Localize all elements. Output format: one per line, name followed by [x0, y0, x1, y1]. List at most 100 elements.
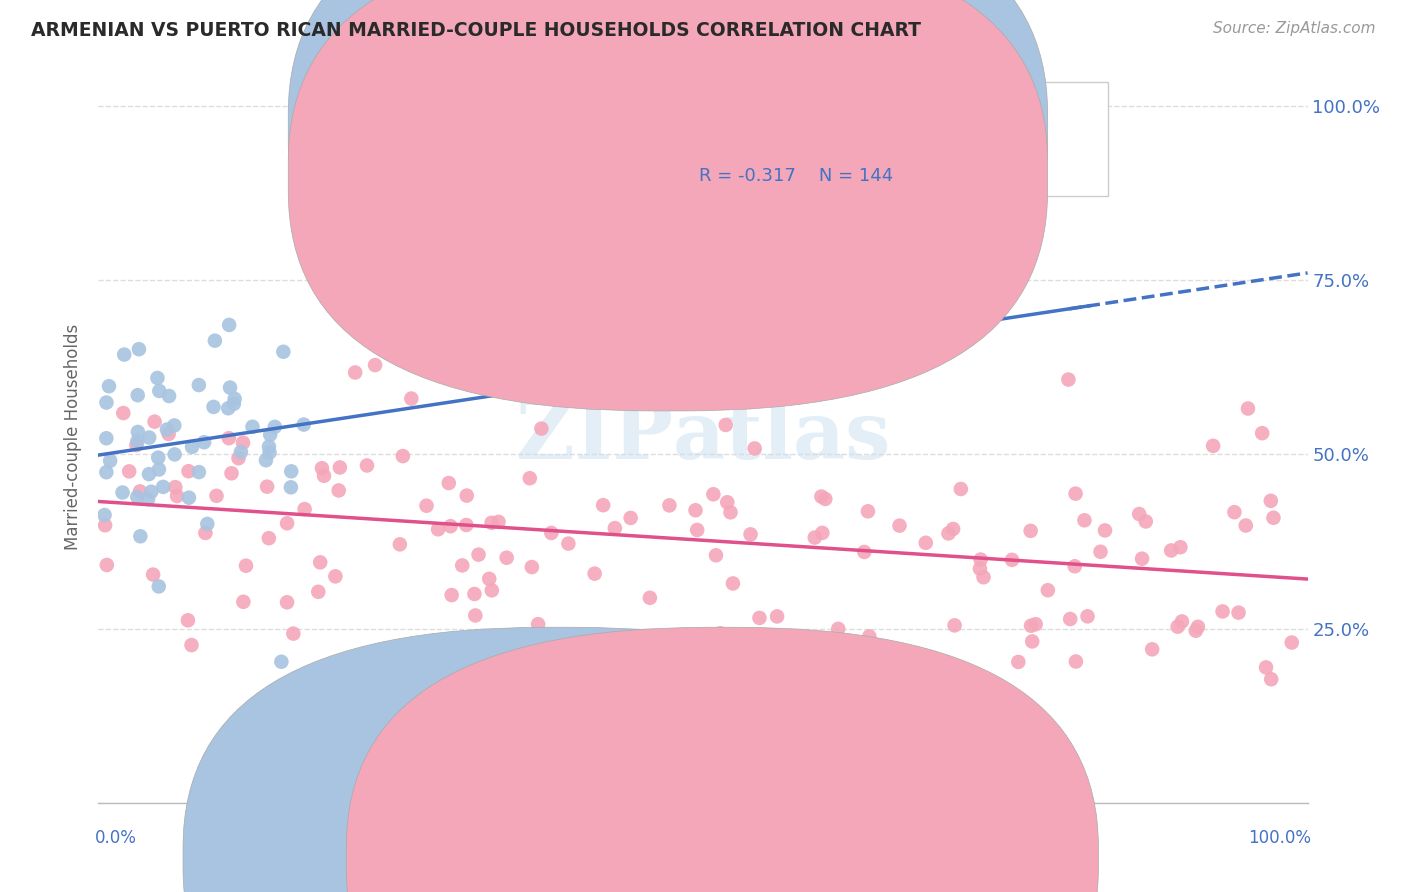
Point — [1090, 545, 1112, 559]
Point — [1007, 655, 1029, 669]
Point — [232, 435, 254, 450]
Point — [827, 622, 849, 636]
Point — [889, 518, 911, 533]
Point — [148, 579, 170, 593]
Point — [166, 489, 188, 503]
Point — [112, 406, 135, 420]
Point — [471, 376, 494, 391]
Text: R =  0.070    N =   55: R = 0.070 N = 55 — [699, 120, 893, 137]
FancyBboxPatch shape — [630, 82, 1108, 195]
Point — [721, 576, 744, 591]
Point — [1135, 515, 1157, 529]
Text: Source: ZipAtlas.com: Source: ZipAtlas.com — [1212, 21, 1375, 37]
Point — [810, 490, 832, 504]
Point — [112, 348, 135, 362]
Point — [1237, 401, 1260, 416]
Point — [969, 552, 991, 566]
Point — [583, 566, 606, 581]
Point — [364, 358, 387, 372]
Point — [217, 401, 239, 416]
Point — [1140, 642, 1163, 657]
Point — [1187, 620, 1209, 634]
Point — [325, 569, 347, 583]
Point — [273, 344, 295, 359]
Point — [96, 465, 118, 479]
Point — [128, 342, 150, 356]
Point — [1251, 426, 1274, 441]
Point — [292, 417, 315, 432]
Text: Puerto Ricans: Puerto Ricans — [748, 848, 862, 866]
Point — [356, 458, 378, 473]
Point — [98, 454, 121, 468]
Point — [1170, 540, 1192, 554]
Point — [605, 266, 627, 280]
Point — [129, 484, 152, 499]
Point — [1025, 617, 1047, 632]
Point — [148, 450, 170, 465]
Point — [530, 421, 553, 435]
Point — [1001, 553, 1024, 567]
Point — [127, 388, 149, 402]
Point — [456, 518, 478, 533]
Text: ARMENIAN VS PUERTO RICAN MARRIED-COUPLE HOUSEHOLDS CORRELATION CHART: ARMENIAN VS PUERTO RICAN MARRIED-COUPLE … — [31, 21, 921, 40]
Point — [177, 464, 200, 478]
Point — [138, 431, 160, 445]
Point — [482, 382, 505, 396]
Point — [177, 613, 200, 627]
Point — [127, 434, 149, 449]
FancyBboxPatch shape — [183, 627, 935, 892]
Point — [853, 545, 876, 559]
Point — [219, 381, 242, 395]
Text: R = -0.317    N = 144: R = -0.317 N = 144 — [699, 167, 894, 186]
Point — [146, 371, 169, 385]
Point — [814, 491, 837, 506]
Point — [519, 471, 541, 485]
Point — [165, 480, 187, 494]
Point — [157, 427, 180, 442]
Point — [221, 467, 243, 481]
Point — [942, 522, 965, 536]
Point — [437, 476, 460, 491]
Point — [620, 511, 643, 525]
Point — [152, 480, 174, 494]
Point — [714, 417, 737, 432]
Point — [685, 503, 707, 517]
Point — [329, 460, 352, 475]
Point — [1167, 620, 1189, 634]
Point — [803, 531, 825, 545]
Point — [439, 519, 461, 533]
Point — [709, 626, 731, 640]
Point — [294, 502, 316, 516]
Y-axis label: Married-couple Households: Married-couple Households — [65, 324, 83, 550]
Point — [276, 516, 298, 531]
Point — [111, 485, 134, 500]
Point — [481, 583, 503, 598]
Point — [93, 508, 115, 522]
Point — [181, 440, 204, 454]
Point — [1076, 609, 1098, 624]
Point — [204, 334, 226, 348]
Point — [228, 451, 250, 466]
Point — [401, 392, 423, 406]
Point — [478, 572, 501, 586]
Point — [142, 567, 165, 582]
Text: Armenians: Armenians — [585, 848, 673, 866]
Point — [856, 504, 879, 518]
Point — [138, 467, 160, 482]
Point — [344, 366, 367, 380]
Point — [467, 548, 489, 562]
Point — [218, 431, 240, 445]
Point — [127, 490, 149, 504]
Point — [841, 635, 863, 649]
Point — [257, 531, 280, 545]
Point — [96, 558, 118, 572]
Point — [259, 445, 281, 459]
Point — [716, 495, 738, 509]
Point — [1227, 606, 1250, 620]
Point — [1171, 615, 1194, 629]
Point — [235, 558, 257, 573]
Point — [1073, 513, 1095, 527]
FancyBboxPatch shape — [346, 627, 1098, 892]
Point — [422, 313, 444, 327]
Point — [943, 618, 966, 632]
